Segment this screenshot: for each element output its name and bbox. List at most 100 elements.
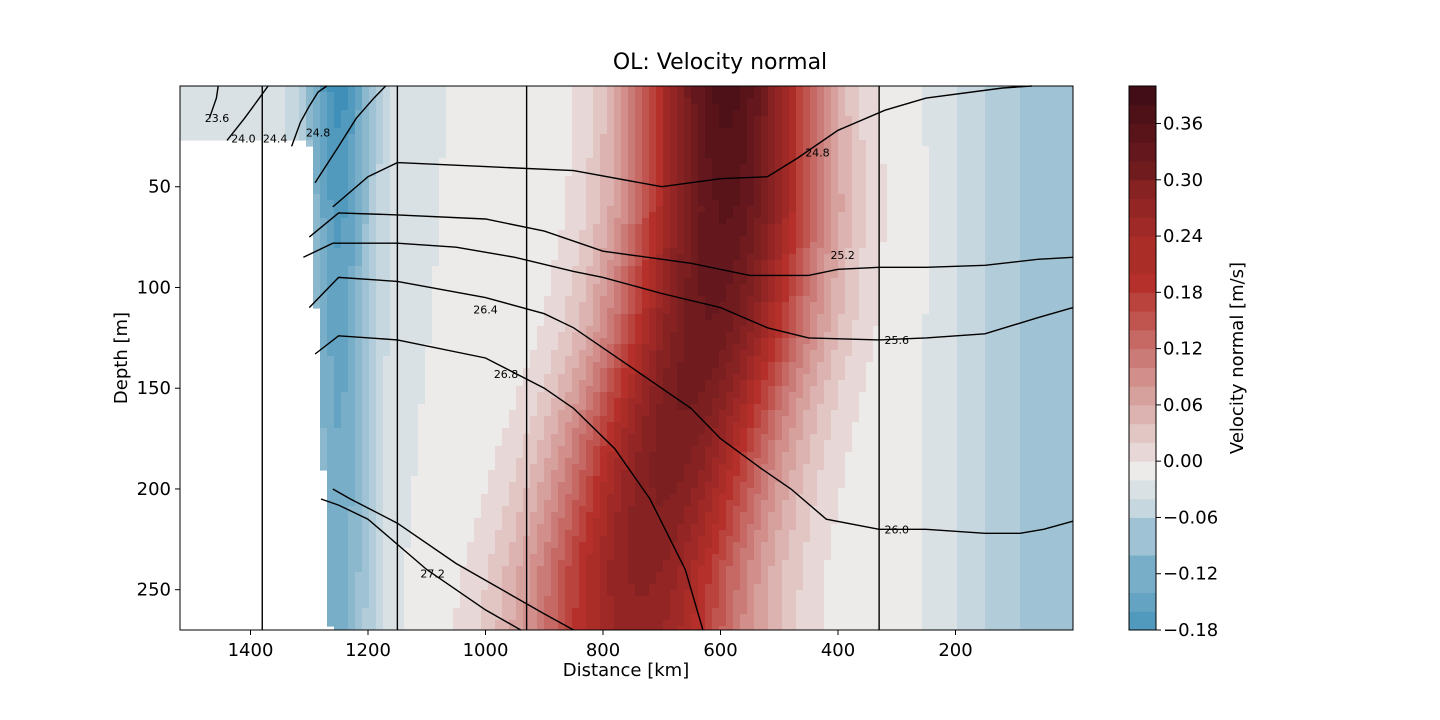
- heatmap-cell: [362, 278, 370, 285]
- heatmap-cell: [999, 194, 1007, 201]
- heatmap-cell: [873, 278, 881, 285]
- heatmap-cell: [642, 116, 650, 123]
- heatmap-cell: [362, 182, 370, 189]
- heatmap-cell: [544, 98, 552, 105]
- heatmap-cell: [383, 308, 391, 315]
- heatmap-cell: [691, 164, 699, 171]
- heatmap-cell: [999, 338, 1007, 345]
- heatmap-cell: [621, 122, 629, 129]
- heatmap-cell: [243, 110, 251, 117]
- heatmap-cell: [642, 200, 650, 207]
- heatmap-cell: [992, 308, 1000, 315]
- heatmap-cell: [817, 164, 825, 171]
- heatmap-cell: [187, 110, 195, 117]
- heatmap-cell: [1034, 92, 1042, 99]
- heatmap-cell: [1013, 146, 1021, 153]
- heatmap-cell: [376, 278, 384, 285]
- heatmap-cell: [754, 266, 762, 273]
- heatmap-cell: [642, 344, 650, 351]
- heatmap-cell: [915, 302, 923, 309]
- heatmap-cell: [481, 326, 489, 333]
- heatmap-cell: [558, 284, 566, 291]
- heatmap-cell: [768, 242, 776, 249]
- heatmap-cell: [390, 104, 398, 111]
- heatmap-cell: [1069, 260, 1073, 267]
- heatmap-cell: [817, 290, 825, 297]
- heatmap-cell: [586, 314, 594, 321]
- heatmap-cell: [250, 116, 258, 123]
- heatmap-cell: [824, 194, 832, 201]
- heatmap-cell: [334, 290, 342, 297]
- heatmap-cell: [320, 140, 328, 147]
- heatmap-cell: [957, 266, 965, 273]
- heatmap-cell: [551, 254, 559, 261]
- heatmap-cell: [432, 308, 440, 315]
- heatmap-cell: [348, 158, 356, 165]
- heatmap-cell: [957, 122, 965, 129]
- heatmap-cell: [747, 296, 755, 303]
- heatmap-cell: [572, 140, 580, 147]
- heatmap-cell: [432, 188, 440, 195]
- heatmap-cell: [607, 98, 615, 105]
- heatmap-cell: [488, 206, 496, 213]
- heatmap-cell: [439, 224, 447, 231]
- heatmap-cell: [642, 308, 650, 315]
- heatmap-cell: [1048, 176, 1056, 183]
- heatmap-cell: [1027, 158, 1035, 165]
- heatmap-cell: [761, 188, 769, 195]
- heatmap-cell: [1062, 308, 1070, 315]
- heatmap-cell: [593, 86, 601, 93]
- heatmap-cell: [628, 98, 636, 105]
- heatmap-cell: [628, 260, 636, 267]
- heatmap-cell: [355, 176, 363, 183]
- heatmap-cell: [432, 218, 440, 225]
- heatmap-cell: [908, 236, 916, 243]
- heatmap-cell: [299, 98, 307, 105]
- heatmap-cell: [432, 122, 440, 129]
- heatmap-cell: [733, 158, 741, 165]
- heatmap-cell: [628, 326, 636, 333]
- heatmap-cell: [341, 110, 349, 117]
- heatmap-cell: [964, 86, 972, 93]
- heatmap-cell: [705, 86, 713, 93]
- heatmap-cell: [1055, 128, 1063, 135]
- heatmap-cell: [922, 302, 930, 309]
- heatmap-cell: [929, 182, 937, 189]
- heatmap-cell: [327, 314, 335, 321]
- heatmap-cell: [341, 230, 349, 237]
- heatmap-cell: [432, 158, 440, 165]
- heatmap-cell: [719, 134, 727, 141]
- heatmap-cell: [278, 104, 286, 111]
- heatmap-cell: [887, 212, 895, 219]
- heatmap-cell: [936, 266, 944, 273]
- heatmap-cell: [922, 140, 930, 147]
- heatmap-cell: [362, 194, 370, 201]
- heatmap-cell: [971, 344, 979, 351]
- heatmap-cell: [635, 290, 643, 297]
- heatmap-cell: [558, 182, 566, 189]
- heatmap-cell: [404, 332, 412, 339]
- heatmap-cell: [726, 188, 734, 195]
- heatmap-cell: [418, 332, 426, 339]
- heatmap-cell: [831, 176, 839, 183]
- heatmap-cell: [936, 308, 944, 315]
- heatmap-cell: [1048, 308, 1056, 315]
- heatmap-cell: [285, 92, 293, 99]
- heatmap-cell: [460, 266, 468, 273]
- heatmap-cell: [971, 272, 979, 279]
- heatmap-cell: [866, 110, 874, 117]
- heatmap-cell: [579, 200, 587, 207]
- heatmap-cell: [887, 128, 895, 135]
- heatmap-cell: [488, 224, 496, 231]
- heatmap-cell: [1034, 158, 1042, 165]
- heatmap-cell: [670, 194, 678, 201]
- heatmap-cell: [628, 152, 636, 159]
- heatmap-cell: [1013, 140, 1021, 147]
- heatmap-cell: [747, 290, 755, 297]
- heatmap-cell: [782, 146, 790, 153]
- heatmap-cell: [782, 170, 790, 177]
- heatmap-cell: [845, 296, 853, 303]
- heatmap-cell: [992, 296, 1000, 303]
- heatmap-cell: [390, 350, 398, 357]
- heatmap-cell: [978, 92, 986, 99]
